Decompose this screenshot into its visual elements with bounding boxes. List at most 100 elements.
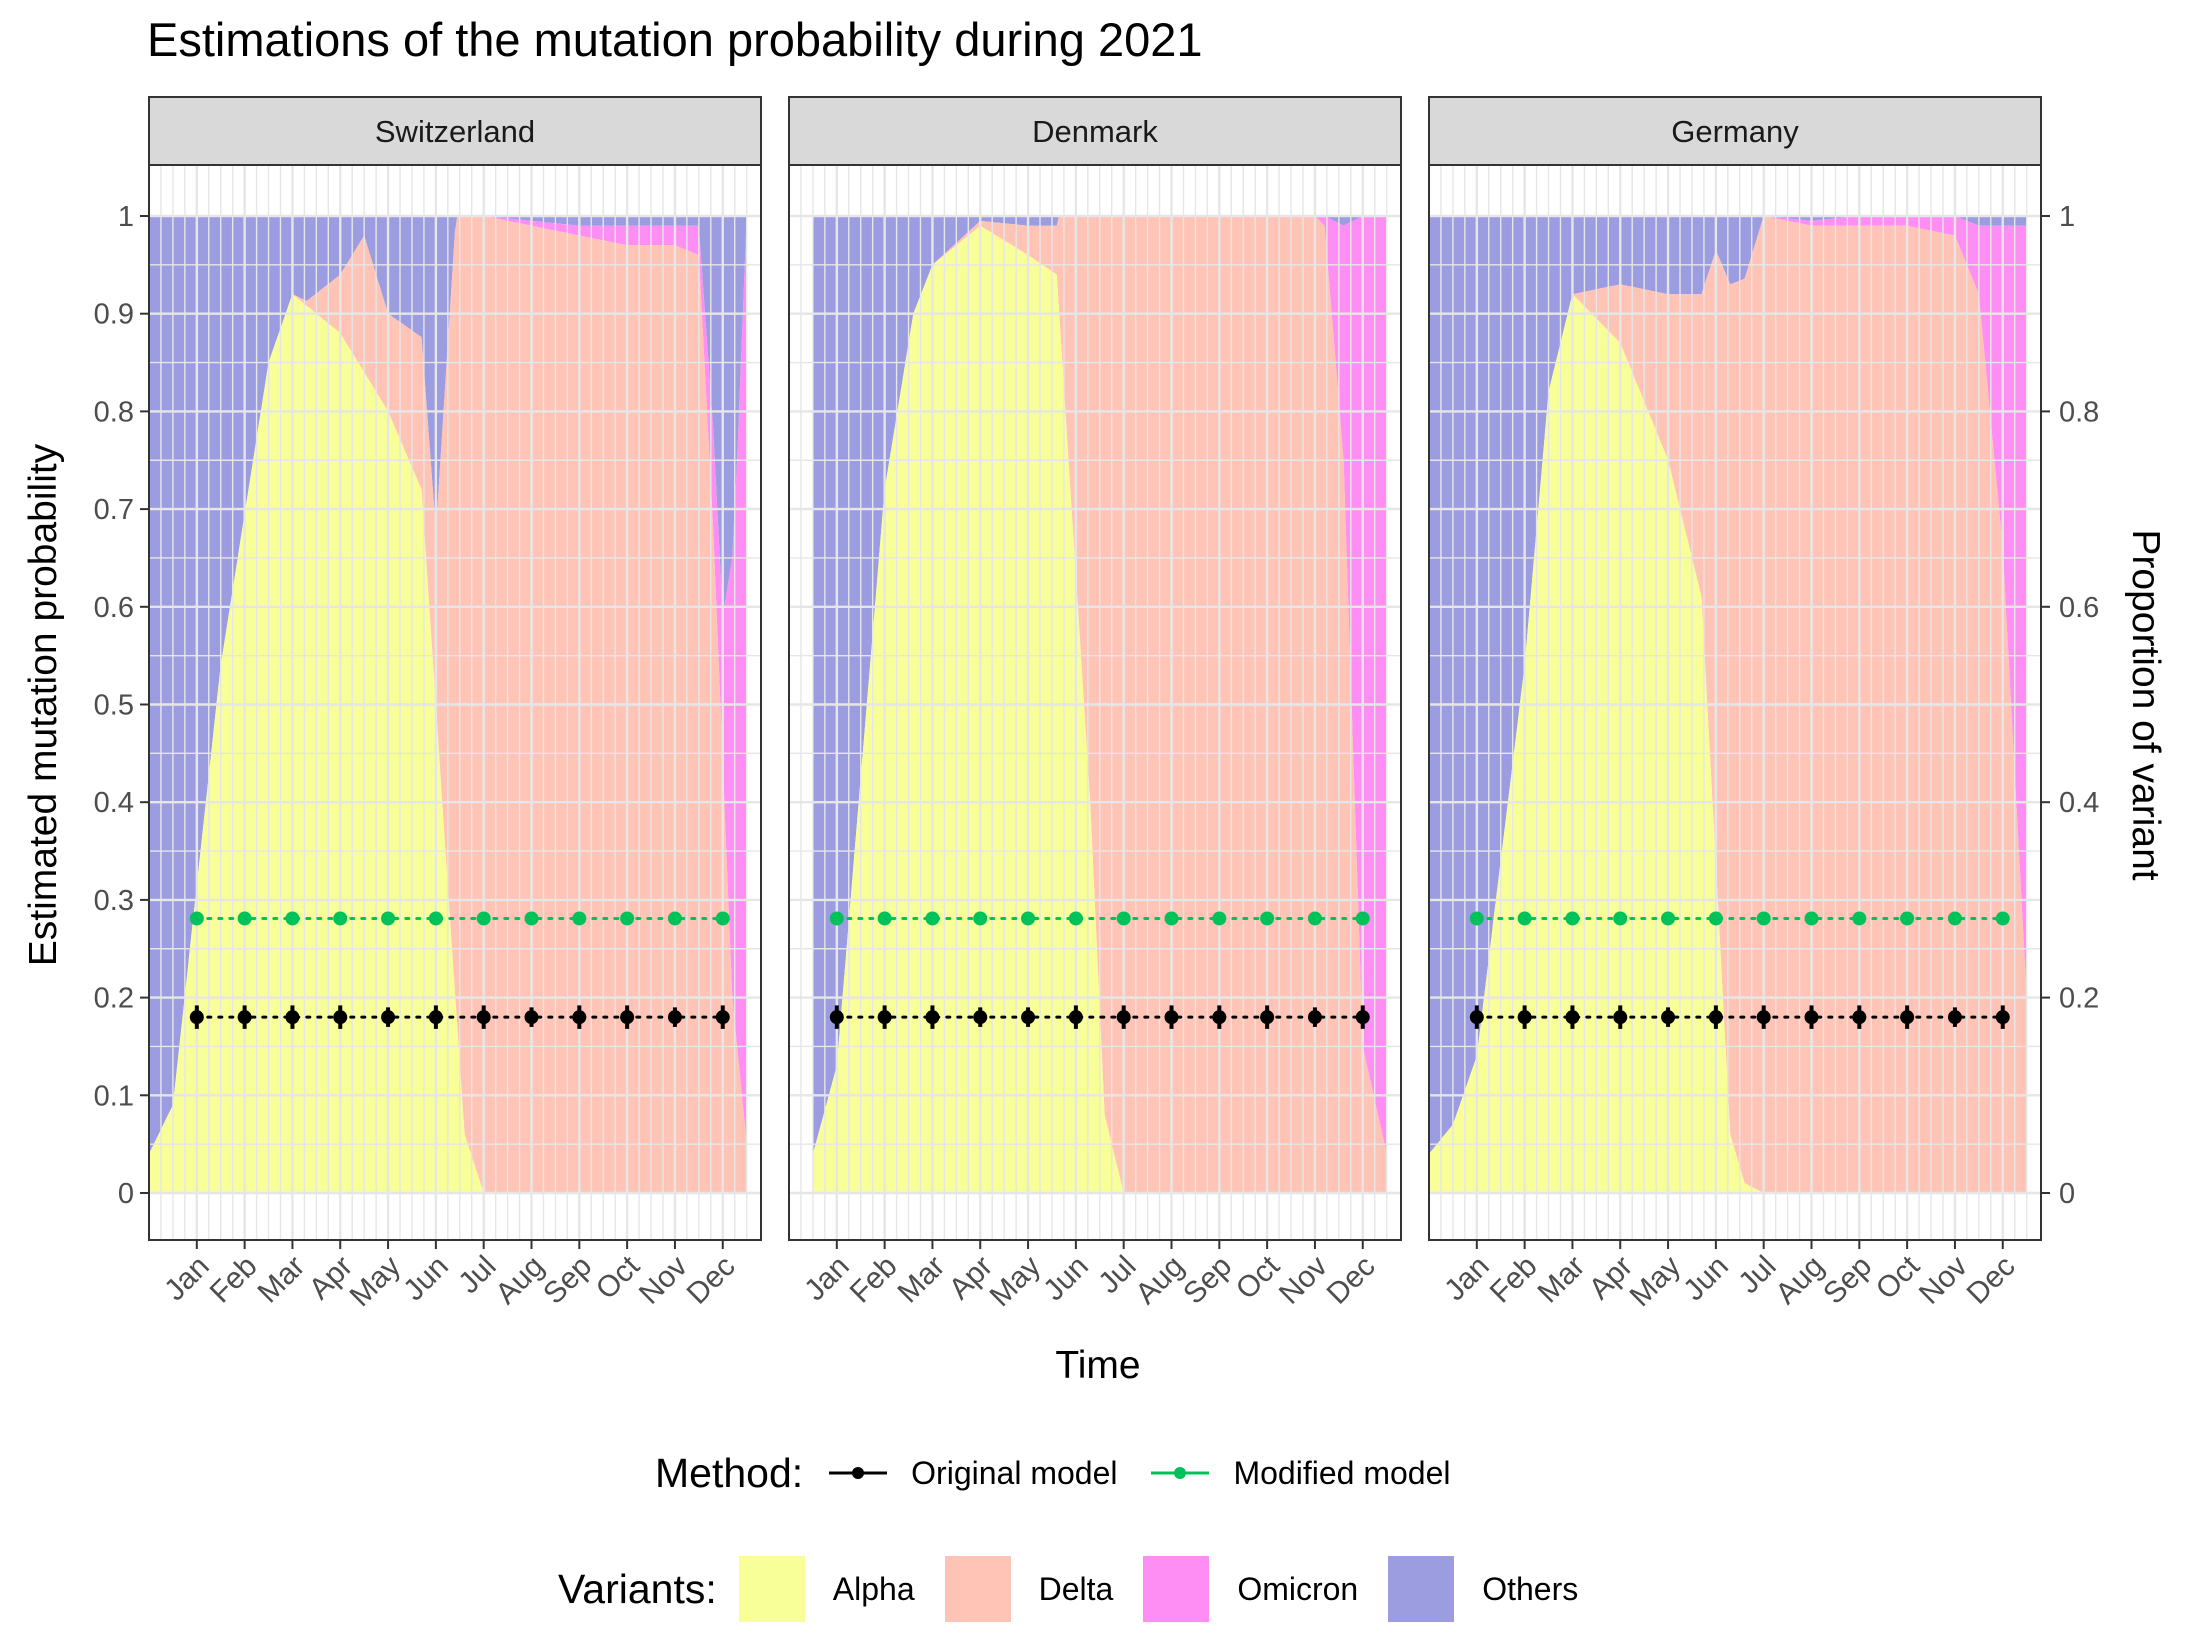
original-model-point: [1469, 1010, 1484, 1025]
x-tick-label: Dec: [1321, 1250, 1382, 1311]
modified-model-point: [333, 911, 348, 926]
original-model-point: [715, 1010, 730, 1025]
y2-tick-label: 0.8: [2059, 396, 2099, 428]
modified-model-point: [1469, 911, 1484, 926]
y-tick-label: 0.9: [94, 299, 134, 331]
others-swatch: [1388, 1556, 1455, 1622]
x-tick-label: Sep: [1817, 1250, 1878, 1311]
y-tick-label: 0.2: [94, 983, 134, 1015]
modified-model-point: [715, 911, 730, 926]
original-model-point: [1021, 1010, 1036, 1025]
original-model-point: [1947, 1010, 1962, 1025]
original-model-point: [428, 1010, 443, 1025]
modified-model-point: [1804, 911, 1819, 926]
modified-model-point: [572, 911, 587, 926]
x-axis-title: Time: [1055, 1344, 1140, 1387]
modified-model-point: [1756, 911, 1771, 926]
x-tick-label: Oct: [590, 1249, 647, 1306]
original-model-point: [973, 1010, 988, 1025]
original-model-point: [333, 1010, 348, 1025]
modified-model-point: [1116, 911, 1131, 926]
facet-switzerland: SwitzerlandJanFebMarAprMayJunJulAugSepOc…: [94, 96, 762, 1313]
alpha-area: [149, 294, 747, 1193]
y-axis-title: Estimated mutation probability: [22, 443, 65, 966]
modified-model-point: [476, 911, 491, 926]
legend-item-original-model: Original model: [825, 1440, 1117, 1506]
modified-model-point: [1900, 911, 1915, 926]
facet-label: Switzerland: [375, 114, 535, 149]
modified-model-key-icon: [1151, 1467, 1210, 1479]
y-tick-label: 0.5: [94, 690, 134, 722]
x-tick-label: Aug: [1769, 1250, 1830, 1311]
x-tick-label: Sep: [537, 1250, 598, 1311]
original-model-point: [1756, 1010, 1771, 1025]
x-tick-label: Mar: [1532, 1250, 1592, 1310]
modified-model-point: [524, 911, 539, 926]
original-model-point: [1995, 1010, 2010, 1025]
facet-denmark: DenmarkJanFebMarAprMayJunJulAugSepOctNov…: [788, 96, 1402, 1313]
modified-model-point: [1995, 911, 2010, 926]
alpha-swatch: [738, 1556, 805, 1622]
legend-label-original-model: Original model: [911, 1454, 1118, 1491]
original-model-point: [1260, 1010, 1275, 1025]
original-model-point: [1307, 1010, 1322, 1025]
x-tick-label: Feb: [844, 1250, 904, 1310]
original-model-point: [1708, 1010, 1723, 1025]
y2-tick-label: 0.2: [2059, 983, 2099, 1015]
y2-tick-label: 0: [2059, 1178, 2075, 1210]
facet-label: Germany: [1671, 114, 1799, 149]
y2-tick-label: 0.6: [2059, 592, 2099, 624]
y-tick-label: 0.6: [94, 592, 134, 624]
original-model-point: [189, 1010, 204, 1025]
modified-model-point: [1260, 911, 1275, 926]
modified-model-point: [1565, 911, 1580, 926]
legend-label-others: Others: [1482, 1570, 1579, 1607]
x-tick-label: Jun: [1677, 1250, 1735, 1308]
original-model-point: [829, 1010, 844, 1025]
y-tick-label: 0.7: [94, 494, 134, 526]
y-tick-label: 0.1: [94, 1080, 134, 1112]
modified-model-point: [1947, 911, 1962, 926]
y-tick-label: 0.3: [94, 885, 134, 917]
original-model-point: [620, 1010, 635, 1025]
y2-axis-title: Proportion of variant: [2124, 529, 2167, 880]
original-model-point: [667, 1010, 682, 1025]
x-tick-label: Jun: [1037, 1250, 1095, 1308]
x-tick-label: Sep: [1177, 1250, 1238, 1311]
legend-item-modified-model: Modified model: [1147, 1440, 1450, 1506]
original-model-point: [524, 1010, 539, 1025]
modified-model-point: [1517, 911, 1532, 926]
original-model-point: [237, 1010, 252, 1025]
legend-label-delta: Delta: [1038, 1570, 1114, 1607]
modified-model-point: [285, 911, 300, 926]
original-model-point: [1661, 1010, 1676, 1025]
modified-model-point: [1852, 911, 1867, 926]
facet-label: Denmark: [1032, 114, 1158, 149]
others-area: [812, 216, 1387, 1154]
x-tick-label: Jan: [798, 1250, 856, 1308]
modified-model-point: [925, 911, 940, 926]
modified-model-point: [1212, 911, 1227, 926]
x-tick-label: Aug: [1129, 1250, 1190, 1311]
variants-legend-title: Variants:: [558, 1565, 717, 1612]
x-tick-label: Mar: [892, 1250, 952, 1310]
omicron-swatch: [1143, 1556, 1210, 1622]
original-model-point: [476, 1010, 491, 1025]
original-model-point: [1212, 1010, 1227, 1025]
y-tick-label: 0.8: [94, 396, 134, 428]
original-model-point: [877, 1010, 892, 1025]
legend-label-omicron: Omicron: [1237, 1570, 1359, 1607]
modified-model-point: [667, 911, 682, 926]
x-tick-label: Feb: [1484, 1250, 1544, 1310]
modified-model-point: [620, 911, 635, 926]
original-model-point: [925, 1010, 940, 1025]
alpha-area: [1429, 294, 2027, 1193]
chart-title: Estimations of the mutation probability …: [147, 13, 1203, 66]
x-tick-label: Dec: [681, 1250, 742, 1311]
original-model-key-icon: [829, 1467, 888, 1479]
x-tick-label: Dec: [1961, 1250, 2022, 1311]
y2-tick-label: 1: [2059, 201, 2075, 233]
original-model-point: [1355, 1010, 1370, 1025]
x-tick-label: Mar: [252, 1250, 312, 1310]
